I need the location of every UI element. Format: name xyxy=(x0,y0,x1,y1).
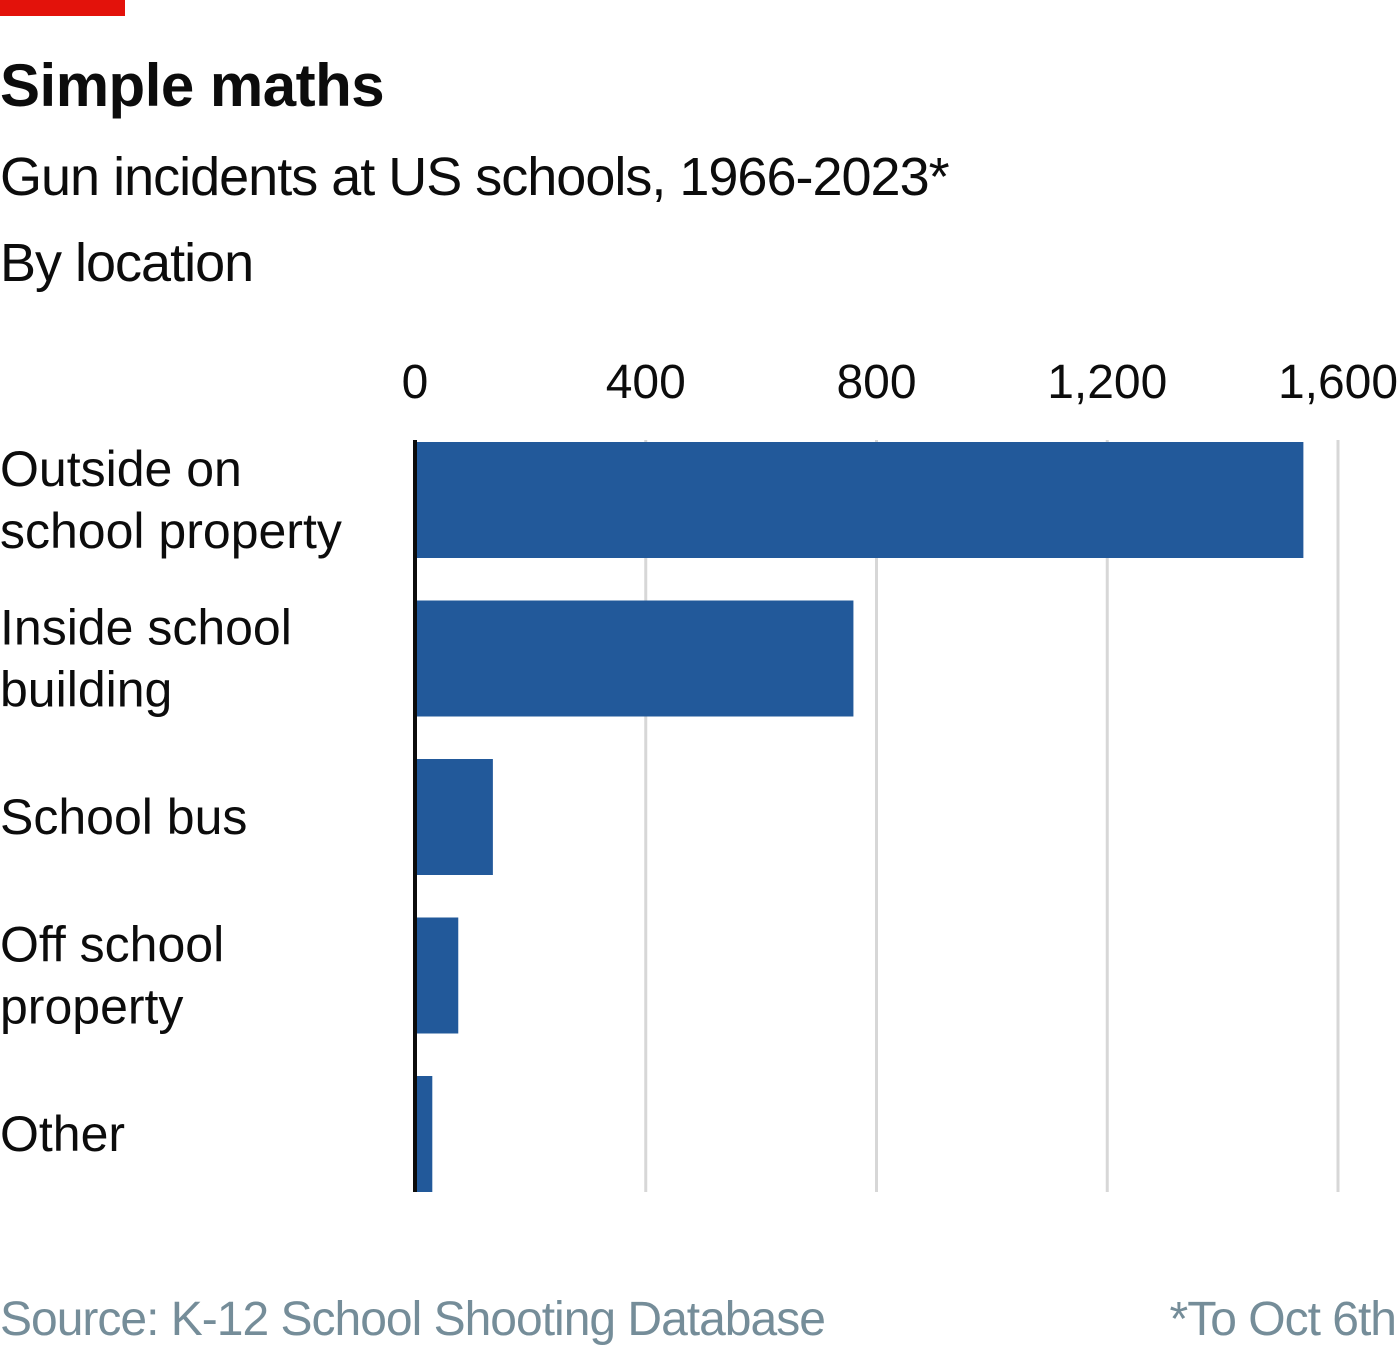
category-label-line: property xyxy=(0,979,183,1035)
bar-chart: 0 400 800 1,200 1,600 Outside on school proper… xyxy=(0,356,1398,1192)
category-label-line: building xyxy=(0,662,172,718)
category-label-0: Outside on school property xyxy=(0,441,342,559)
bar-3 xyxy=(415,917,459,1034)
x-tick-label-1: 400 xyxy=(606,356,686,409)
category-label-1: Inside school building xyxy=(0,600,292,718)
bar-1 xyxy=(415,600,854,717)
category-label-4: Other xyxy=(0,1106,125,1162)
category-label-line: School bus xyxy=(0,789,247,845)
x-tick-label-2: 800 xyxy=(836,356,916,409)
brand-red-tag xyxy=(0,0,125,16)
bar-2 xyxy=(415,759,493,875)
footnote: *To Oct 6th xyxy=(1169,1293,1397,1346)
category-label-line: Outside on xyxy=(0,441,242,497)
category-label-line: Inside school xyxy=(0,600,292,656)
x-tick-label-4: 1,600 xyxy=(1278,356,1398,409)
x-tick-label-3: 1,200 xyxy=(1047,356,1167,409)
bar-4 xyxy=(415,1076,433,1192)
chart-unit-label: By location xyxy=(0,233,254,293)
chart-subtitle: Gun incidents at US schools, 1966-2023* xyxy=(0,147,950,207)
category-label-2: School bus xyxy=(0,789,247,845)
category-label-line: Other xyxy=(0,1106,125,1162)
category-label-line: Off school xyxy=(0,917,224,973)
x-tick-label-0: 0 xyxy=(402,356,429,409)
category-label-3: Off school property xyxy=(0,917,224,1035)
bar-0 xyxy=(415,442,1304,558)
chart-title: Simple maths xyxy=(0,52,385,119)
category-label-line: school property xyxy=(0,503,342,559)
source-note: Source: K-12 School Shooting Database xyxy=(0,1293,826,1346)
